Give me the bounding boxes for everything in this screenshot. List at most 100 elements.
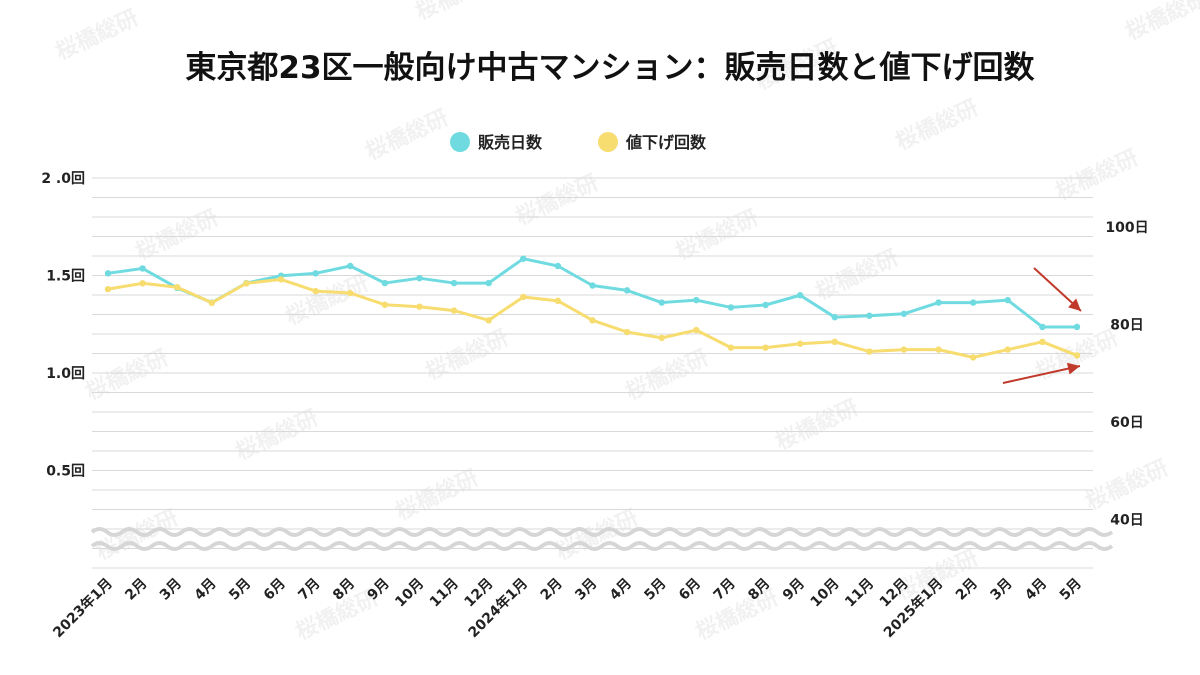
x-axis-tick-label: 9月 <box>780 576 808 604</box>
axis-break-waves <box>90 527 1114 551</box>
data-point-price-cuts <box>866 348 873 355</box>
watermark-text: 桜橋総研 <box>412 0 503 25</box>
data-point-days <box>658 299 665 306</box>
data-point-days <box>589 282 596 289</box>
watermark-text: 桜橋総研 <box>52 5 143 66</box>
legend: 販売日数 値下げ回数 <box>450 132 707 152</box>
right-axis-tick-label: 80日 <box>1110 318 1143 334</box>
x-axis-tick-label: 5月 <box>1057 576 1085 604</box>
data-point-days <box>416 274 423 282</box>
data-point-price-cuts <box>416 303 423 310</box>
grid-lines <box>92 177 1093 569</box>
annotation-arrow-shaft <box>1002 365 1081 384</box>
right-axis-tick-label: 40日 <box>1110 513 1143 529</box>
left-axis-ticks: 2 .0回 1.5回 1.0回 0.5回 <box>41 171 85 480</box>
x-axis-tick-label: 5月 <box>641 576 669 604</box>
x-axis-tick-label: 3月 <box>572 576 600 604</box>
watermark-text: 桜橋総研 <box>772 395 863 456</box>
data-point-price-cuts <box>312 287 319 295</box>
series-layer <box>104 255 1081 361</box>
data-point-price-cuts <box>831 338 838 345</box>
x-axis-tick-label: 4月 <box>192 576 220 604</box>
data-point-price-cuts <box>139 280 146 287</box>
right-axis-tick-label: 100日 <box>1105 220 1148 236</box>
data-point-price-cuts <box>277 276 285 283</box>
data-point-days <box>693 296 700 304</box>
right-axis-ticks: 100日 80日 60日 40日 <box>1105 220 1148 529</box>
data-point-price-cuts <box>208 299 216 306</box>
data-point-price-cuts <box>520 293 527 301</box>
data-point-days <box>727 304 735 311</box>
data-point-price-cuts <box>969 354 977 361</box>
data-point-price-cuts <box>796 340 804 347</box>
data-point-days <box>762 301 769 309</box>
data-point-days <box>796 292 804 299</box>
data-point-days <box>1004 296 1011 304</box>
data-point-price-cuts <box>450 307 458 314</box>
left-axis-tick-label: 1.0回 <box>46 366 85 382</box>
left-axis-tick-label: 2 .0回 <box>41 171 85 187</box>
data-point-price-cuts <box>900 346 908 353</box>
data-point-days <box>900 310 908 317</box>
x-axis-tick-label: 6月 <box>676 576 704 604</box>
legend-swatch-days <box>450 132 470 152</box>
data-point-days <box>485 279 492 287</box>
data-point-price-cuts <box>381 301 389 308</box>
legend-label-days: 販売日数 <box>478 133 543 152</box>
watermark-text: 桜橋総研 <box>892 95 983 156</box>
data-point-price-cuts <box>554 297 562 305</box>
x-axis-tick-label: 2月 <box>538 576 566 604</box>
watermark-text: 桜橋総研 <box>362 105 453 166</box>
data-point-days <box>1073 323 1081 331</box>
x-axis-tick-label: 6月 <box>261 576 289 604</box>
x-axis-tick-label: 10月 <box>392 576 427 611</box>
watermark-text: 桜橋総研 <box>282 270 373 331</box>
data-point-days <box>312 270 319 277</box>
chart-title: 東京都23区一般向け中古マンション：販売日数と値下げ回数 <box>185 50 1034 86</box>
data-point-days <box>935 299 942 306</box>
data-point-days <box>866 312 873 319</box>
x-axis-tick-label: 3月 <box>157 576 185 604</box>
axis-break-wave <box>90 541 1114 551</box>
watermark-text: 桜橋総研 <box>1052 145 1143 206</box>
x-axis-tick-label: 3月 <box>988 576 1016 604</box>
data-point-price-cuts <box>935 346 942 353</box>
x-axis-tick-label: 7月 <box>711 576 739 604</box>
x-axis-tick-label: 2月 <box>122 576 150 604</box>
right-axis-tick-label: 60日 <box>1110 415 1143 431</box>
data-point-price-cuts <box>623 328 631 336</box>
data-point-price-cuts <box>1073 352 1081 359</box>
x-axis-tick-label: 10月 <box>808 576 843 611</box>
watermark-text: 桜橋総研 <box>392 465 483 526</box>
data-point-price-cuts <box>485 317 492 324</box>
data-point-days <box>623 287 631 294</box>
watermark-text: 桜橋総研 <box>692 585 783 646</box>
axis-break-wave <box>90 527 1114 537</box>
legend-swatch-price-cuts <box>598 132 618 152</box>
annotation-arrow-head <box>1066 362 1080 375</box>
x-axis-tick-label: 11月 <box>427 576 462 611</box>
series-line-days <box>107 257 1077 329</box>
data-point-price-cuts <box>347 289 354 297</box>
watermark-text: 桜橋総研 <box>1082 455 1173 516</box>
x-axis-tick-label: 4月 <box>607 576 635 604</box>
annotation-arrows <box>1002 267 1082 384</box>
watermark-text: 桜橋総研 <box>512 170 603 231</box>
data-point-days <box>1039 323 1046 331</box>
x-axis-tick-label: 5月 <box>226 576 254 604</box>
data-point-price-cuts <box>104 285 112 293</box>
data-point-price-cuts <box>727 344 735 351</box>
x-axis-tick-label: 4月 <box>1022 576 1050 604</box>
x-axis-tick-label: 2023年1月 <box>50 575 116 641</box>
data-point-days <box>347 262 354 270</box>
x-axis-tick-label: 7月 <box>295 576 323 604</box>
data-point-days <box>520 255 527 262</box>
data-point-days <box>381 279 389 287</box>
data-point-price-cuts <box>243 280 250 287</box>
data-point-days <box>831 313 838 321</box>
data-point-days <box>969 299 977 306</box>
x-axis-tick-label: 11月 <box>842 576 877 611</box>
left-axis-tick-label: 0.5回 <box>46 464 85 480</box>
